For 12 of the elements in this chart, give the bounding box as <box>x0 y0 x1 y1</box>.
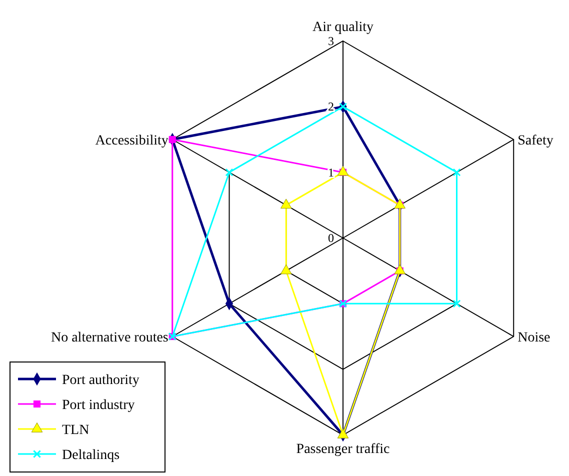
spoke-label: Noise <box>518 330 550 346</box>
spoke-label: Air quality <box>312 20 374 35</box>
legend-label: Port authority <box>62 373 140 388</box>
spoke-label: Passenger traffic <box>296 442 390 457</box>
spoke-label: No alternative routes <box>50 330 168 346</box>
legend-label: TLN <box>62 423 90 438</box>
spoke-label: Safety <box>518 134 554 148</box>
legend-label: Port industry <box>62 398 135 413</box>
y-tick-label: 3 <box>328 34 334 48</box>
legend-label: Deltalinqs <box>62 448 120 463</box>
y-tick-label: 0 <box>328 231 334 245</box>
spoke-label: Accessibility <box>95 134 168 148</box>
